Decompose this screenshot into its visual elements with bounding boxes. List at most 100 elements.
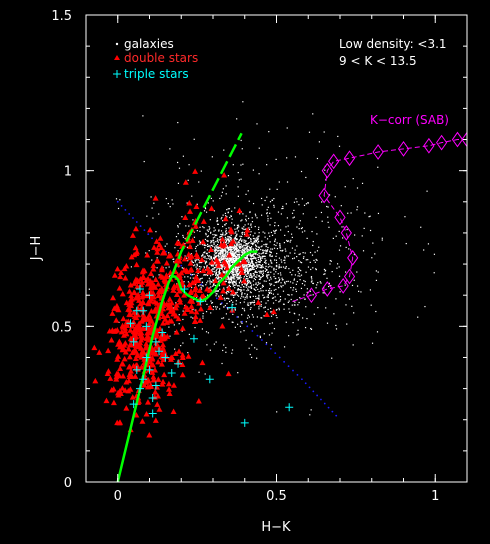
galaxy-point xyxy=(317,306,319,309)
galaxy-point xyxy=(305,176,307,179)
galaxy-point xyxy=(201,285,203,287)
galaxy-point xyxy=(192,219,194,221)
galaxy-point xyxy=(228,298,230,300)
galaxy-point xyxy=(338,249,341,251)
galaxy-point xyxy=(183,281,185,283)
galaxy-point xyxy=(305,306,307,308)
galaxy-point xyxy=(228,260,230,263)
galaxy-point xyxy=(253,256,255,258)
galaxy-point xyxy=(283,303,285,305)
galaxy-point xyxy=(277,224,280,227)
double-star-point xyxy=(244,227,251,233)
galaxy-point xyxy=(229,278,231,281)
galaxy-point xyxy=(294,301,296,303)
galaxy-point xyxy=(269,259,272,261)
galaxy-point xyxy=(221,266,224,268)
galaxy-point xyxy=(259,272,261,274)
double-star-point xyxy=(132,244,139,251)
galaxy-point xyxy=(206,252,208,254)
double-star-point xyxy=(195,397,202,404)
galaxy-point xyxy=(216,244,219,246)
galaxy-point xyxy=(265,243,267,245)
double-star-point xyxy=(139,298,146,305)
galaxy-point xyxy=(195,259,197,261)
galaxy-point xyxy=(299,261,302,263)
galaxy-point xyxy=(276,252,278,255)
galaxy-point xyxy=(287,231,289,233)
double-star-point xyxy=(128,292,135,299)
galaxy-point xyxy=(231,349,234,351)
galaxy-point xyxy=(270,278,272,280)
galaxy-point xyxy=(260,305,262,307)
galaxy-point xyxy=(246,267,249,269)
galaxy-point xyxy=(278,181,280,183)
galaxy-point xyxy=(259,277,261,279)
triple-star-point xyxy=(126,319,135,328)
galaxy-point xyxy=(303,204,306,206)
galaxy-point xyxy=(237,226,239,228)
galaxy-point xyxy=(253,240,255,243)
galaxy-point xyxy=(230,277,233,279)
double-star-point xyxy=(193,273,200,280)
galaxy-point xyxy=(222,252,224,254)
galaxy-point xyxy=(225,347,227,349)
galaxy-point xyxy=(235,280,237,282)
galaxy-point xyxy=(203,266,205,268)
galaxy-point xyxy=(253,253,256,255)
galaxy-point xyxy=(225,233,227,235)
galaxy-point xyxy=(252,253,254,255)
galaxy-point xyxy=(265,249,267,251)
galaxy-point xyxy=(202,253,204,255)
galaxy-point xyxy=(209,232,212,234)
galaxy-point xyxy=(173,258,175,260)
galaxy-point xyxy=(187,179,189,181)
galaxy-point xyxy=(245,283,247,285)
galaxy-point xyxy=(261,255,264,258)
galaxy-point xyxy=(265,252,267,254)
galaxy-point xyxy=(245,267,248,269)
galaxy-point xyxy=(178,323,180,325)
galaxy-point xyxy=(312,267,314,269)
galaxy-point xyxy=(225,248,227,250)
galaxy-point xyxy=(300,274,303,276)
galaxy-point xyxy=(174,348,176,350)
galaxy-point xyxy=(241,295,243,297)
galaxy-point xyxy=(299,253,301,255)
giant-branch-line xyxy=(170,132,243,277)
double-star-point xyxy=(169,354,176,361)
galaxy-point xyxy=(353,253,356,256)
galaxy-point xyxy=(251,356,253,359)
galaxy-point xyxy=(271,234,274,236)
galaxy-point xyxy=(287,293,289,296)
galaxy-point xyxy=(228,247,230,250)
galaxy-point xyxy=(282,284,284,287)
galaxy-point xyxy=(234,256,237,258)
double-star-point xyxy=(152,195,159,201)
galaxy-point xyxy=(177,233,179,235)
galaxy-point xyxy=(279,246,281,248)
galaxy-point xyxy=(270,315,273,317)
double-star-point xyxy=(167,252,174,258)
galaxy-point xyxy=(224,238,227,240)
galaxy-point xyxy=(212,285,214,287)
double-star-point xyxy=(125,345,132,352)
galaxy-point xyxy=(200,266,202,268)
galaxy-point xyxy=(254,213,257,215)
galaxy-point xyxy=(316,250,319,252)
galaxy-point xyxy=(241,232,243,234)
double-star-point xyxy=(155,281,162,287)
double-star-point xyxy=(155,376,162,382)
kcorr-marker xyxy=(337,277,349,294)
galaxy-point xyxy=(267,263,270,265)
galaxy-point xyxy=(249,250,251,252)
galaxy-point xyxy=(248,266,250,268)
double-star-point xyxy=(110,294,117,301)
galaxy-point xyxy=(187,352,189,354)
galaxy-point xyxy=(263,250,265,252)
galaxy-point xyxy=(310,281,313,283)
galaxy-point xyxy=(237,288,239,290)
galaxy-point xyxy=(251,275,253,277)
galaxy-point xyxy=(202,285,204,287)
galaxy-point xyxy=(249,353,251,356)
double-star-point xyxy=(151,367,158,373)
